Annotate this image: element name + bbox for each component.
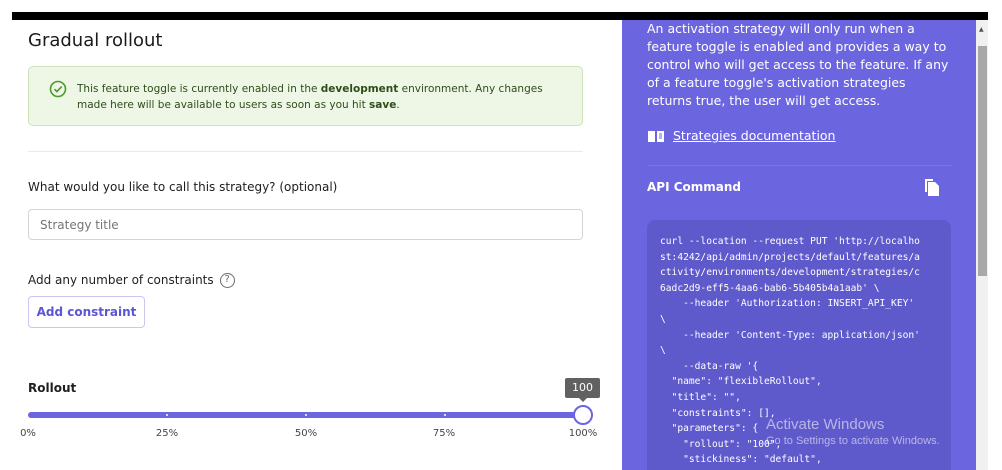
help-panel: An activation strategy will only run whe… xyxy=(622,20,976,470)
enabled-alert: This feature toggle is currently enabled… xyxy=(28,66,583,126)
alert-text: This feature toggle is currently enabled… xyxy=(77,83,321,95)
panel-description: An activation strategy will only run whe… xyxy=(647,21,949,108)
rollout-label: Rollout xyxy=(28,381,77,395)
scrollbar[interactable]: ▲ xyxy=(976,20,988,470)
api-command-code: curl --location --request PUT 'http://lo… xyxy=(647,220,951,470)
copy-icon[interactable] xyxy=(924,178,940,196)
strategy-title-label: What would you like to call this strateg… xyxy=(28,180,338,194)
slider-mark xyxy=(166,414,168,416)
tick-label: 0% xyxy=(20,428,36,439)
check-circle-icon xyxy=(49,80,67,98)
tick-label: 75% xyxy=(432,428,456,439)
page-title: Gradual rollout xyxy=(28,30,163,51)
api-command-title: API Command xyxy=(647,180,742,194)
slider-mark xyxy=(444,414,446,416)
rollout-slider-track[interactable] xyxy=(28,412,583,418)
alert-text: environment. Any changes made here will … xyxy=(77,83,543,111)
scroll-up-icon[interactable]: ▲ xyxy=(979,26,984,33)
alert-env: development xyxy=(320,83,399,95)
divider xyxy=(28,151,583,152)
alert-text: . xyxy=(396,99,400,111)
tick-label: 100% xyxy=(568,428,598,439)
rollout-tooltip: 100 xyxy=(565,378,600,402)
alert-save: save xyxy=(369,99,397,111)
constraints-label-text: Add any number of constraints xyxy=(28,273,214,287)
watermark-line: Activate Windows xyxy=(766,416,885,433)
strategy-title-input[interactable] xyxy=(28,209,583,240)
watermark-line: Go to Settings to activate Windows. xyxy=(766,435,940,447)
book-icon xyxy=(648,130,664,142)
top-bar xyxy=(12,12,988,20)
tick-label: 50% xyxy=(294,428,318,439)
divider xyxy=(647,165,952,166)
rollout-slider-thumb[interactable] xyxy=(573,405,593,425)
strategies-doc-link[interactable]: Strategies documentation xyxy=(647,128,835,143)
slider-mark xyxy=(305,414,307,416)
scrollbar-thumb[interactable] xyxy=(978,46,987,276)
help-icon[interactable]: ? xyxy=(219,273,235,288)
constraints-label: Add any number of constraints? xyxy=(28,273,235,288)
tick-label: 25% xyxy=(155,428,179,439)
add-constraint-button[interactable]: Add constraint xyxy=(28,296,145,328)
windows-watermark: Activate Windows Go to Settings to activ… xyxy=(766,416,940,447)
doc-link-text[interactable]: Strategies documentation xyxy=(673,128,836,143)
